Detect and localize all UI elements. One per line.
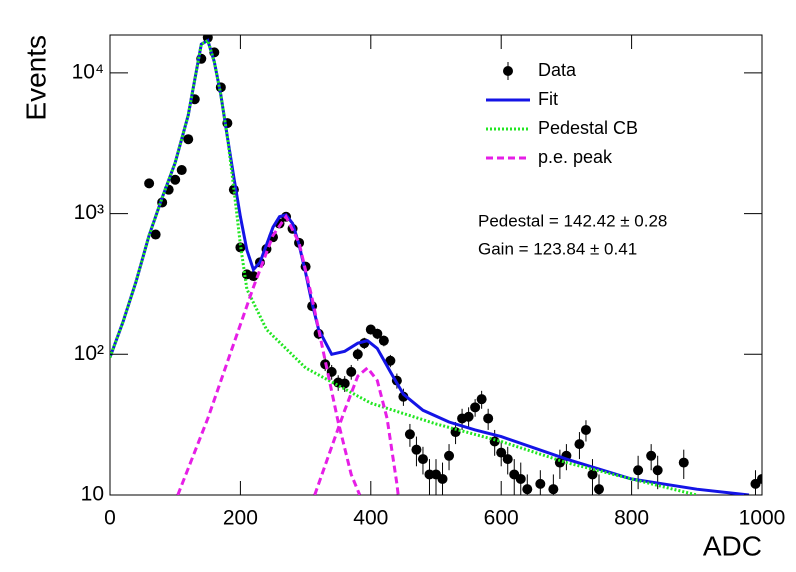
legend-label: p.e. peak [538, 147, 613, 167]
annotation: Pedestal = 142.42 ± 0.28 [478, 211, 667, 230]
data-point [352, 349, 363, 360]
y-tick-label: 10³ [74, 201, 104, 224]
data-point [450, 427, 461, 438]
x-tick-label: 800 [614, 507, 649, 530]
curve [110, 38, 750, 495]
data-point [437, 473, 448, 484]
y-axis-label: Events [20, 35, 51, 121]
data-point [489, 436, 500, 447]
data-point [535, 478, 546, 489]
data-point [646, 450, 657, 461]
data-point [502, 454, 513, 465]
plot-area [110, 35, 762, 495]
y-tick-label: 10⁴ [72, 60, 104, 83]
data-point [496, 447, 507, 458]
x-tick-label: 600 [484, 507, 519, 530]
data-point [574, 439, 585, 450]
data-point [444, 450, 455, 461]
data-point [476, 394, 487, 405]
data-point [417, 454, 428, 465]
data-point [144, 178, 155, 189]
data-point [594, 484, 604, 495]
data-point [385, 355, 396, 366]
y-tick-label: 10² [74, 342, 104, 365]
data-point [483, 413, 494, 424]
data-point [515, 473, 526, 484]
x-tick-label: 1000 [739, 507, 786, 530]
data-point [183, 134, 194, 145]
legend-marker [503, 66, 513, 76]
data-point [372, 328, 383, 339]
legend-label: Data [538, 60, 577, 80]
data-point [170, 174, 181, 185]
x-tick-label: 400 [353, 507, 388, 530]
x-tick-label: 200 [223, 507, 258, 530]
plot-frame [109, 34, 763, 496]
curve [110, 38, 698, 495]
x-tick-label: 0 [104, 507, 116, 530]
data-point [580, 424, 591, 435]
legend-label: Pedestal CB [538, 118, 638, 138]
data-point [411, 444, 422, 455]
data-point [633, 465, 644, 476]
data-point [587, 469, 598, 480]
data-point [378, 335, 389, 346]
data-point [248, 271, 259, 282]
data-point [404, 429, 415, 440]
x-axis-label: ADC [703, 530, 762, 561]
y-tick-label: 10 [81, 483, 104, 506]
data-point [522, 484, 533, 495]
annotation: Gain = 123.84 ± 0.41 [478, 239, 637, 258]
data-point [398, 391, 409, 402]
data-point [548, 484, 559, 495]
data-point [470, 402, 481, 413]
data-point [346, 366, 357, 377]
data-point [757, 473, 762, 484]
data-point [176, 165, 187, 176]
data-point [678, 457, 689, 468]
data-point [150, 229, 161, 240]
curve [176, 213, 400, 495]
legend-label: Fit [538, 89, 558, 109]
data-point [463, 411, 474, 422]
data-point [652, 465, 663, 476]
data-point [339, 378, 350, 389]
